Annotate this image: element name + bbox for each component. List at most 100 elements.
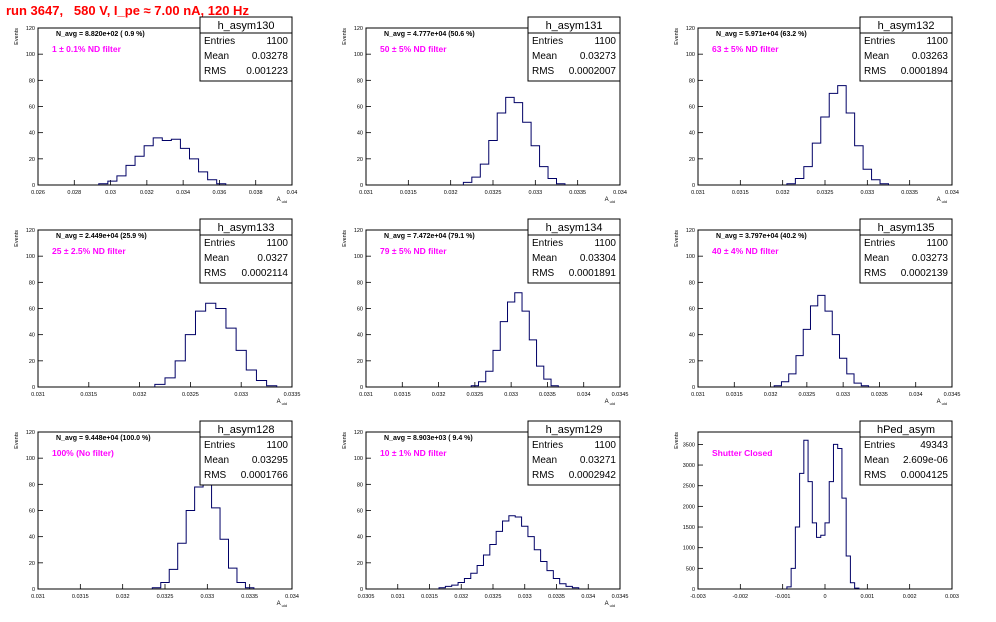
histogram-line [438,515,580,589]
x-tick-label: 0.033 [518,594,532,600]
x-tick-label: 0.034 [613,190,627,196]
histogram-bin [220,539,228,589]
stats-value: 0.0001891 [569,268,617,279]
y-tick-label: 20 [357,359,363,365]
histogram-name: hPed_asym [877,424,935,436]
histogram-bin [500,322,507,387]
y-tick-label: 3000 [683,463,695,469]
stats-value: 1100 [594,238,616,249]
histogram-bin [490,545,496,589]
histogram-line [98,137,227,185]
stats-key: Mean [532,455,557,466]
stats-key: Mean [864,51,889,62]
histogram-bin [838,86,846,185]
filter-label: 100% (No filter) [52,448,114,458]
histogram-panel-hPed_asym: 0 500 1000 1500 2000 2500 3000 3500 -0.003 -0.002… [674,420,959,600]
x-tick-label: 0.031 [359,392,373,398]
histogram-line [154,302,278,387]
y-tick-label: 60 [357,509,363,515]
histogram-bin [863,169,871,185]
stats-key: RMS [864,66,887,77]
x-tick-label: 0.032 [432,392,446,398]
stats-key: Entries [204,36,235,47]
x-axis-label: Auid [937,399,947,406]
x-axis-label: Auid [277,399,287,406]
histogram-name: h_asym133 [218,222,275,234]
x-tick-label: 0.032 [133,392,147,398]
x-axis-label: Auid [277,601,287,608]
stats-key: RMS [204,470,227,481]
y-tick-label: 20 [29,359,35,365]
stats-value: 0.0002007 [569,66,617,77]
y-tick-label: 100 [354,456,363,462]
y-tick-label: 0 [360,385,363,391]
x-tick-label: 0.0305 [358,594,375,600]
histogram-bin [795,178,803,185]
y-tick-label: 0 [692,587,695,593]
x-tick-label: 0.04 [287,190,298,196]
stats-value: 1100 [594,440,616,451]
x-tick-label: 0.0345 [612,594,629,600]
y-axis-label: Events [674,28,680,45]
y-tick-label: 40 [357,333,363,339]
stats-value: 0.03295 [252,455,289,466]
histogram-panel-h_asym133: 0 20 40 60 80 100 120 0.031 0.0315 0.032 0.0325 0.0… [14,218,300,406]
stats-value: 0.0001766 [241,470,289,481]
x-tick-label: 0.001 [860,594,874,600]
x-tick-label: 0.034 [577,392,591,398]
x-tick-label: 0.033 [836,392,850,398]
x-tick-label: 0.031 [691,190,705,196]
stats-box: hPed_asym Entries 49343 Mean 2.609e-06 RMS 0.0… [859,420,953,486]
x-tick-label: 0.034 [945,190,959,196]
histogram-bin [117,176,126,185]
stats-value: 0.03304 [580,253,617,264]
histogram-bin [781,382,788,387]
histogram-bin [880,184,888,185]
histogram-bin [458,582,464,589]
histogram-bin [551,386,558,387]
histogram-bin [195,487,203,589]
y-tick-label: 120 [686,26,695,32]
histogram-bin [557,184,565,185]
histogram-bin [439,588,445,589]
histogram-bin [534,550,540,589]
y-tick-label: 80 [689,78,695,84]
stats-key: Mean [204,455,229,466]
histogram-bin [537,366,544,387]
histogram-bin [840,358,847,387]
y-tick-label: 40 [689,131,695,137]
stats-value: 0.03273 [912,253,949,264]
y-tick-label: 120 [354,26,363,32]
histogram-bin [855,146,863,185]
histogram-bin [817,537,821,589]
histogram-panel-h_asym131: 0 20 40 60 80 100 120 0.031 0.0315 0.032 0.0325 0.0… [342,16,627,204]
y-tick-label: 80 [689,280,695,286]
histogram-bin [846,556,850,589]
stats-box: h_asym134 Entries 1100 Mean 0.03304 RMS 0.0001… [527,218,621,284]
histogram-bin [791,568,795,589]
histogram-bin [832,335,839,387]
x-tick-label: 0.032 [444,190,458,196]
histogram-bin [842,498,846,589]
y-tick-label: 60 [689,307,695,313]
x-tick-label: 0.0315 [732,190,749,196]
y-tick-label: 20 [29,157,35,163]
histogram-bin [245,588,253,589]
stats-box: h_asym129 Entries 1100 Mean 0.03271 RMS 0.0002… [527,420,621,486]
histogram-bin [812,143,820,185]
histogram-name: h_asym128 [218,424,275,436]
x-tick-label: 0.031 [31,594,45,600]
histogram-bin [267,386,277,387]
x-tick-label: 0.0335 [569,190,586,196]
histogram-bins [154,302,278,387]
x-tick-label: 0.0335 [539,392,556,398]
histogram-bin [486,371,493,387]
y-tick-label: 1500 [683,525,695,531]
stats-body [199,436,293,486]
stats-key: RMS [864,470,887,481]
x-tick-label: 0.0315 [400,190,417,196]
histogram-bin [829,482,833,589]
histogram-bin [810,306,817,387]
histogram-bin [99,184,108,185]
